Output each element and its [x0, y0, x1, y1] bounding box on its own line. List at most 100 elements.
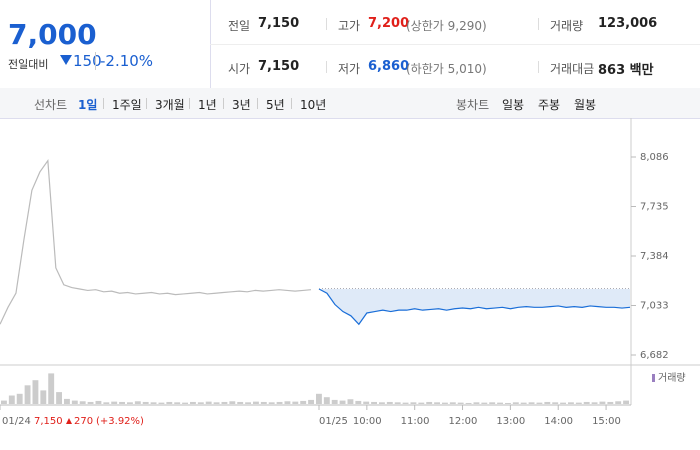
x-tick-label: 15:00	[592, 416, 621, 427]
volume-bar	[497, 402, 503, 404]
volume-bar	[623, 400, 629, 404]
volume-bar	[150, 402, 157, 404]
tab[interactable]: 3년	[232, 98, 251, 112]
field-value: 123,006	[598, 16, 658, 31]
volume-bar	[308, 399, 314, 404]
volume-bar	[379, 402, 385, 404]
volume-bar	[268, 402, 275, 404]
volume-bar	[229, 401, 236, 404]
volume-bar	[190, 401, 196, 404]
price-line	[0, 158, 312, 325]
field-value: 7,150	[258, 59, 300, 74]
volume-bar	[284, 401, 291, 404]
volume-bar	[323, 397, 330, 404]
volume-bar	[71, 400, 78, 404]
volume-bar	[402, 402, 409, 404]
tab[interactable]: 일봉	[502, 98, 525, 112]
x-tick-label: 11:00	[401, 416, 430, 427]
volume-bar	[552, 402, 559, 404]
separator	[538, 18, 539, 30]
volume-bar	[426, 401, 433, 404]
volume-bar	[434, 402, 440, 404]
volume-bar	[528, 402, 535, 404]
field-label: 거래대금	[550, 62, 595, 76]
field-value: 7,200	[368, 16, 410, 31]
separator	[291, 98, 292, 109]
volume-bar	[520, 402, 527, 404]
volume-bar	[481, 402, 488, 404]
quote-header: 7,000 전일대비 150 -2.10% 전일 7,150 고가 7,200 (상한가…	[0, 0, 700, 89]
tab[interactable]: 1일	[78, 98, 98, 112]
x-tick-label: 14:00	[544, 416, 573, 427]
volume-bar	[32, 380, 39, 404]
price-line	[318, 288, 631, 326]
volume-bar	[40, 390, 47, 404]
legend-swatch	[652, 374, 655, 382]
y-tick-label: 7,384	[640, 251, 669, 262]
tab[interactable]: 1주일	[112, 98, 142, 112]
volume-bar	[79, 401, 86, 404]
volume-bar	[591, 402, 598, 404]
volume-bar	[237, 401, 244, 404]
volume-bar	[292, 401, 299, 404]
separator	[103, 98, 104, 109]
field-extra: (상한가 9,290)	[406, 19, 487, 33]
volume-bar	[87, 401, 94, 404]
field-label: 저가	[338, 62, 361, 76]
volume-bar	[253, 401, 259, 404]
tab[interactable]: 3개월	[155, 98, 185, 112]
legend-label: 거래량	[658, 372, 686, 384]
tab[interactable]: 주봉	[538, 98, 561, 112]
separator	[146, 98, 147, 109]
volume-bar	[64, 398, 70, 404]
volume-bar	[505, 402, 511, 404]
price: 7,000	[8, 18, 97, 51]
x-tick-label: 12:00	[449, 416, 478, 427]
volume-bar	[536, 402, 543, 404]
volume-bar	[371, 401, 377, 404]
volume-bar	[355, 400, 362, 404]
x-tick-label: 01/24	[2, 416, 31, 427]
volume-bar	[158, 402, 165, 404]
volume-bar	[442, 402, 448, 404]
volume-bar	[134, 401, 141, 404]
separator	[326, 61, 327, 73]
tab-label: 선차트	[34, 98, 68, 112]
volume-bar	[489, 402, 496, 404]
foot-pct: (+3.92%)	[96, 416, 144, 427]
volume-bar	[48, 373, 55, 404]
volume-bar	[339, 400, 346, 404]
separator	[189, 98, 190, 109]
tab[interactable]: 월봉	[574, 98, 597, 112]
volume-bar	[449, 402, 456, 404]
volume-bar	[583, 401, 590, 404]
volume-bar	[512, 402, 519, 404]
tab[interactable]: 10년	[300, 98, 327, 112]
volume-bar	[473, 402, 480, 404]
volume-bar	[544, 401, 551, 404]
change: 150	[73, 52, 102, 70]
volume-bar	[197, 402, 204, 404]
volume-bar	[575, 402, 582, 404]
volume-bar	[205, 401, 212, 404]
volume-bar	[95, 400, 102, 404]
volume-bar	[56, 392, 62, 404]
tab[interactable]: 5년	[266, 98, 285, 112]
volume-bar	[1, 400, 7, 404]
change-label: 전일대비	[8, 58, 49, 71]
volume-bar	[16, 393, 23, 404]
volume-bar	[127, 402, 133, 404]
volume-bar	[245, 402, 251, 404]
volume-bar	[386, 401, 393, 404]
volume-bar	[221, 401, 228, 404]
volume-bar	[24, 385, 31, 404]
volume-bar	[331, 399, 338, 404]
field-value: 7,150	[258, 16, 300, 31]
volume-bar	[119, 401, 125, 404]
volume-bar	[607, 401, 614, 404]
field-label: 전일	[228, 19, 251, 33]
chart: 8,086 7,735 7,384 7,033 6,682 01/24 01/25 10:00…	[0, 118, 700, 427]
volume-bar	[394, 402, 401, 404]
tab[interactable]: 1년	[198, 98, 217, 112]
